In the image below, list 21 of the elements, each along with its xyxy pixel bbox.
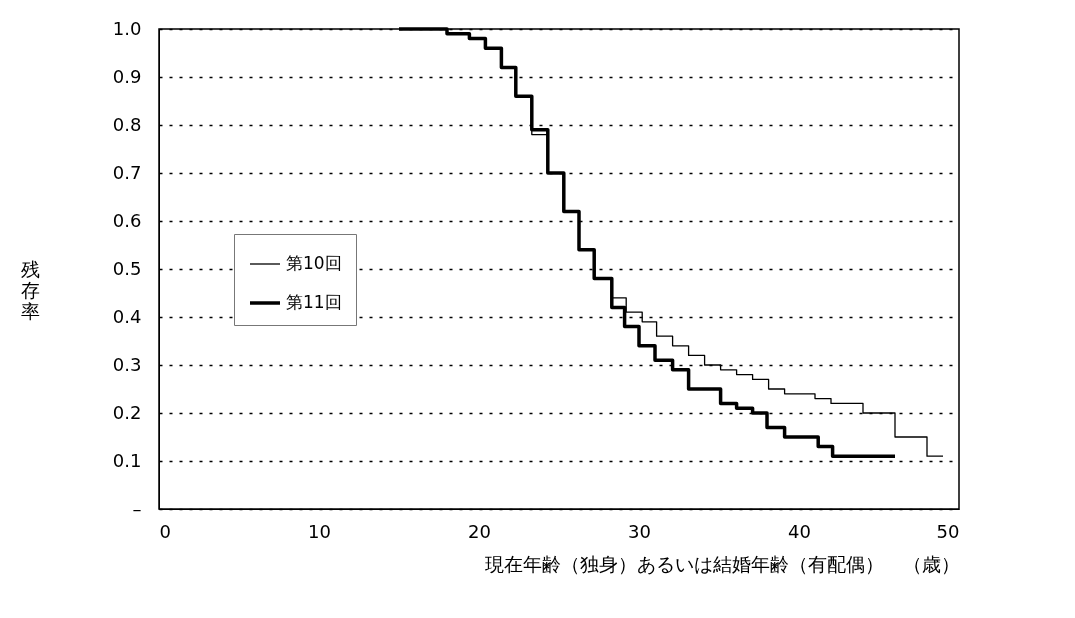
x-tick-label: 10 xyxy=(308,520,331,542)
y-tick-label: 0.4 xyxy=(112,305,142,327)
y-tick-label: 1.0 xyxy=(112,17,142,39)
legend-label: 第10回 xyxy=(286,253,342,273)
y-tick-label: 0.9 xyxy=(112,65,142,87)
legend-label: 第11回 xyxy=(286,292,342,312)
x-tick-label: 30 xyxy=(628,520,651,542)
y-tick-label: – xyxy=(132,497,142,519)
y-tick-label: 0.1 xyxy=(112,449,142,471)
y-tick-label: 0.7 xyxy=(112,161,142,183)
x-tick-label: 20 xyxy=(468,520,491,542)
x-tick-label: 50 xyxy=(936,520,960,542)
y-tick-label: 0.8 xyxy=(112,113,142,135)
x-axis-title: 現在年齢（独身）あるいは結婚年齢（有配偶） （歳） xyxy=(484,552,960,575)
y-tick-label: 0.3 xyxy=(112,353,142,375)
y-tick-label: 0.6 xyxy=(112,209,142,231)
y-axis-title: 残存率 xyxy=(21,257,41,322)
x-tick-label: 40 xyxy=(788,520,811,542)
x-tick-label: 0 xyxy=(159,520,171,542)
y-tick-label: 0.5 xyxy=(112,257,142,279)
y-tick-label: 0.2 xyxy=(112,401,142,423)
